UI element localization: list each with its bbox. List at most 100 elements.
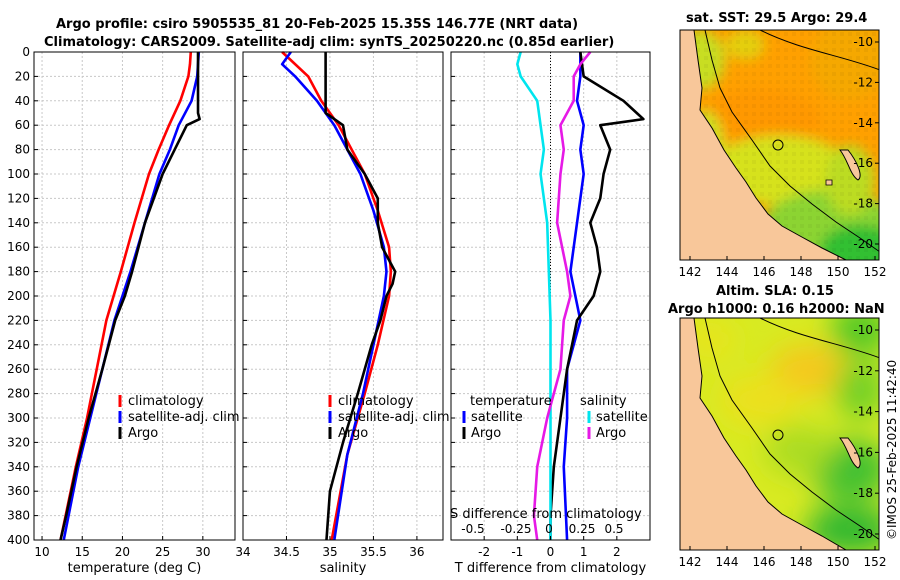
y-tick-label: 100 — [7, 167, 30, 181]
x-tick-label: 30 — [195, 545, 210, 559]
legend-t-satellite-label: satellite — [471, 410, 523, 425]
map-x-tick-label: 150 — [827, 555, 850, 569]
sla-map-float-marker — [772, 429, 784, 441]
map-x-tick-label: 146 — [753, 265, 776, 279]
y-tick-label: 280 — [7, 387, 30, 401]
map-y-tick-label: -10 — [853, 323, 873, 337]
map-x-tick-label: 144 — [716, 265, 739, 279]
map-frame — [679, 29, 880, 261]
salinity-panel: 34 34.5 35 35.5 36 salinity — [235, 51, 444, 576]
y-tick-label: 380 — [7, 509, 30, 523]
y-tick-label: 40 — [15, 94, 30, 108]
x-tick-label: -2 — [478, 545, 490, 559]
sla-map-land — [680, 318, 847, 550]
legend-temperature-title: temperature — [470, 394, 552, 409]
s-tick-label: 0 — [545, 522, 553, 536]
x-tick-label: 15 — [75, 545, 90, 559]
legend-satellite-label: satellite-adj. clim — [338, 410, 450, 425]
map-y-tick-label: -12 — [853, 364, 873, 378]
sst-map-land — [680, 30, 847, 260]
y-tick-label: 200 — [7, 289, 30, 303]
s-difference-ticks: -0.5 -0.25 0 0.25 0.5 — [461, 522, 623, 536]
y-tick-label: 160 — [7, 240, 30, 254]
x-tick-label: 2 — [613, 545, 621, 559]
map-y-tick-label: -20 — [853, 237, 873, 251]
difference-panel: -2 -1 0 1 2 T difference from climatology — [450, 51, 651, 576]
map-x-tick-label: 152 — [864, 265, 887, 279]
sla-map — [680, 318, 879, 550]
map-y-tick-label: -14 — [853, 405, 873, 419]
legend-s-argo-label: Argo — [596, 426, 626, 441]
x-tick-label: 34 — [235, 545, 250, 559]
legend-satellite-label: satellite-adj. clim — [128, 410, 240, 425]
series-line-satellite-adj-clim — [280, 51, 388, 541]
map-x-tick-label: 148 — [790, 555, 813, 569]
y-tick-label: 140 — [7, 216, 30, 230]
legend-climatology-label: climatology — [128, 394, 204, 409]
s-tick-label: 0.25 — [569, 522, 596, 536]
s-difference-axis-title: S difference from climatology — [450, 507, 642, 522]
map-frame — [679, 317, 880, 551]
y-tick-label: 360 — [7, 484, 30, 498]
series-line-t-satellite — [562, 52, 585, 541]
series-line-s-argo — [532, 51, 592, 541]
sst-map-axes: 142 144 146 148 150 152 -10 -12 -14 -16 -18 -20 — [679, 29, 887, 279]
s-tick-label: 0.5 — [604, 522, 623, 536]
x-axis-label: salinity — [320, 561, 367, 576]
y-tick-label: 0 — [22, 45, 30, 59]
legend-salinity-title: salinity — [580, 394, 627, 409]
temperature-panel: 10 15 20 25 30020406080100120140160180200220… — [7, 45, 236, 576]
temperature-legend: climatology satellite-adj. clim Argo — [118, 394, 240, 441]
series-line-argo — [59, 52, 201, 541]
series-line-s-satellite — [516, 51, 552, 540]
sst-map-float-marker — [772, 139, 784, 151]
series-line-t-argo — [549, 51, 645, 540]
map-x-tick-label: 152 — [864, 555, 887, 569]
map-y-tick-label: -16 — [853, 156, 873, 170]
y-tick-label: 340 — [7, 460, 30, 474]
y-tick-label: 320 — [7, 435, 30, 449]
legend-argo-label: Argo — [338, 426, 368, 441]
map-x-tick-label: 148 — [790, 265, 813, 279]
s-tick-label: -0.25 — [500, 522, 531, 536]
y-tick-label: 240 — [7, 338, 30, 352]
y-tick-label: 260 — [7, 362, 30, 376]
legend-climatology-label: climatology — [338, 394, 414, 409]
difference-legend: temperature satellite Argo salinity sate… — [462, 394, 648, 441]
x-axis-label: T difference from climatology — [454, 561, 647, 576]
map-x-tick-label: 142 — [679, 265, 702, 279]
sla-map-title-line2: Argo h1000: 0.16 h2000: NaN — [668, 302, 885, 317]
x-tick-label: -1 — [511, 545, 523, 559]
y-tick-label: 20 — [15, 69, 30, 83]
imos-timestamp: ©IMOS 25-Feb-2025 11:42:40 — [885, 360, 899, 540]
series-line-climatology — [281, 51, 393, 541]
map-y-tick-label: -10 — [853, 35, 873, 49]
map-y-tick-label: -12 — [853, 75, 873, 89]
salinity-legend: climatology satellite-adj. clim Argo — [328, 394, 450, 441]
sst-map — [680, 30, 879, 260]
y-tick-label: 220 — [7, 313, 30, 327]
map-x-tick-label: 150 — [827, 265, 850, 279]
sst-map-title: sat. SST: 29.5 Argo: 29.4 — [686, 11, 867, 26]
s-tick-label: -0.5 — [461, 522, 484, 536]
legend-t-argo-label: Argo — [471, 426, 501, 441]
sla-map-axes: 142 144 146 148 150 152 -10 -12 -14 -16 -18 -20 — [679, 317, 887, 569]
map-y-tick-label: -20 — [853, 527, 873, 541]
map-y-tick-label: -18 — [853, 197, 873, 211]
legend-s-satellite-label: satellite — [596, 410, 648, 425]
sla-map-isobath — [704, 318, 879, 540]
map-y-tick-label: -16 — [853, 445, 873, 459]
x-tick-label: 1 — [580, 545, 588, 559]
x-axis-label: temperature (deg C) — [68, 561, 202, 576]
figure-title-line2: Climatology: CARS2009. Satellite-adj cli… — [44, 35, 614, 50]
sst-map-isobath — [704, 30, 879, 252]
x-tick-label: 34.5 — [273, 545, 300, 559]
figure-title-line1: Argo profile: csiro 5905535_81 20-Feb-20… — [56, 17, 578, 32]
map-y-tick-label: -18 — [853, 486, 873, 500]
x-tick-label: 10 — [34, 545, 49, 559]
x-tick-label: 36 — [409, 545, 424, 559]
series-line-climatology — [59, 51, 193, 541]
x-tick-label: 35.5 — [360, 545, 387, 559]
y-tick-label: 400 — [7, 533, 30, 547]
